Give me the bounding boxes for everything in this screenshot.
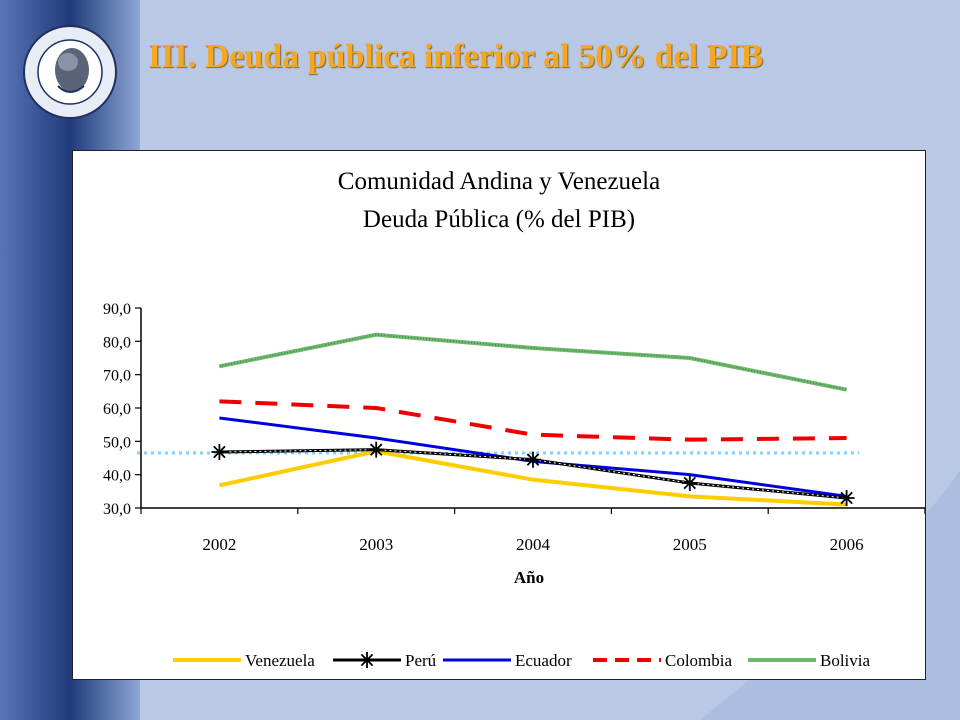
legend-label-ecuador: Ecuador <box>515 651 572 670</box>
chart-title: Comunidad Andina y Venezuela <box>338 168 660 195</box>
y-tick-label: 90,0 <box>103 301 131 318</box>
y-tick-label: 80,0 <box>103 334 131 351</box>
legend-entry-peru: Perú <box>333 651 437 670</box>
legend-label-peru: Perú <box>405 651 437 670</box>
x-tick-label: 2004 <box>516 535 551 554</box>
legend-label-colombia: Colombia <box>665 651 733 670</box>
legend-label-venezuela: Venezuela <box>245 651 315 670</box>
legend-entry-ecuador: Ecuador <box>443 651 572 670</box>
series-point-peru <box>369 443 383 456</box>
legend-entry-venezuela: Venezuela <box>173 651 315 670</box>
legend-entry-bolivia: Bolivia <box>748 651 871 670</box>
series-point-peru <box>213 445 226 459</box>
series-colombia <box>219 399 847 442</box>
legend-label-bolivia: Bolivia <box>820 651 871 670</box>
legend-entry-colombia: Colombia <box>593 651 733 670</box>
banco-republica-logo <box>23 25 117 119</box>
series-line-bolivia <box>219 332 847 392</box>
y-tick-label: 30,0 <box>103 501 131 518</box>
plot-area: 30,0 40,0 50,0 60,0 70,0 80,0 90,0 2002 2003 2004… <box>103 301 925 554</box>
y-tick-label: 70,0 <box>103 368 131 385</box>
series-line-venezuela <box>218 449 847 507</box>
slide-title: III. Deuda pública inferior al 50% del P… <box>148 38 764 75</box>
debt-line-chart: Comunidad Andina y Venezuela Deuda Públi… <box>103 168 925 670</box>
x-tick-label: 2003 <box>359 535 393 554</box>
chart-subtitle: Deuda Pública (% del PIB) <box>363 206 635 233</box>
y-tick-label: 40,0 <box>103 468 131 485</box>
series-line-colombia <box>219 399 847 442</box>
legend-marker-peru <box>360 653 374 667</box>
x-tick-label: 2002 <box>202 535 236 554</box>
x-tick-label: 2005 <box>673 535 707 554</box>
y-tick-label: 60,0 <box>103 401 131 418</box>
series-venezuela <box>218 449 847 507</box>
x-axis-title: Año <box>514 568 544 587</box>
chart-legend: Venezuela Perú Ecuador Colombia Bolivia <box>173 651 871 670</box>
series-point-peru <box>840 491 853 505</box>
series-bolivia <box>219 332 847 392</box>
series-peru <box>211 441 855 506</box>
x-tick-label: 2006 <box>830 535 864 554</box>
series-line-texture-bolivia <box>219 333 847 391</box>
y-tick-label: 50,0 <box>103 434 131 451</box>
series-point-peru <box>526 453 540 466</box>
series-point-peru <box>683 476 697 490</box>
chart-frame: Comunidad Andina y Venezuela Deuda Públi… <box>72 150 926 680</box>
